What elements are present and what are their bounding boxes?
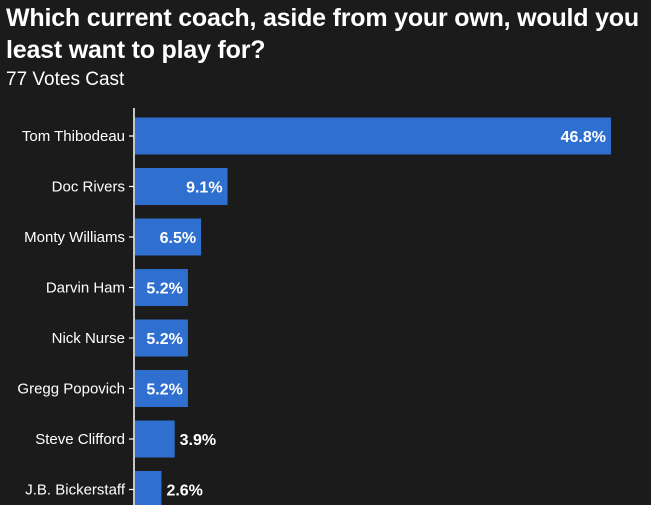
bar bbox=[135, 269, 188, 306]
bar-row: Monty Williams 6.5% bbox=[24, 218, 202, 256]
bar-row: Steve Clifford 3.9% bbox=[35, 420, 216, 458]
category-label: Darvin Ham bbox=[46, 280, 125, 297]
bar bbox=[135, 117, 611, 155]
bar-row: Gregg Popovich 5.2% bbox=[17, 370, 188, 407]
category-label: Tom Thibodeau bbox=[22, 128, 125, 145]
bar-row: Nick Nurse 5.2% bbox=[52, 319, 188, 357]
bar bbox=[135, 218, 202, 256]
bar-row: Darvin Ham 5.2% bbox=[46, 269, 188, 306]
category-label: Monty Williams bbox=[24, 229, 125, 246]
category-label: J.B. Bickerstaff bbox=[25, 482, 126, 499]
value-label: 5.2% bbox=[146, 331, 182, 348]
bar-row: Doc Rivers 9.1% bbox=[52, 168, 228, 205]
value-label: 5.2% bbox=[146, 382, 182, 399]
chart-title: Which current coach, aside from your own… bbox=[6, 4, 639, 64]
value-label: 9.1% bbox=[186, 180, 222, 197]
bar-row: Tom Thibodeau 46.8% bbox=[22, 117, 611, 155]
bar bbox=[135, 370, 188, 407]
category-label: Doc Rivers bbox=[52, 179, 125, 196]
bars-group: Tom Thibodeau 46.8% Doc Rivers 9.1% Monty Wi… bbox=[17, 117, 611, 505]
category-label: Gregg Popovich bbox=[17, 381, 125, 398]
category-label: Steve Clifford bbox=[35, 431, 125, 448]
value-label: 2.6% bbox=[166, 483, 202, 500]
value-label: 6.5% bbox=[160, 230, 196, 247]
bar bbox=[135, 168, 228, 205]
category-label: Nick Nurse bbox=[52, 330, 125, 347]
value-label: 3.9% bbox=[180, 432, 216, 449]
bar bbox=[135, 319, 188, 357]
bar-row: J.B. Bickerstaff 2.6% bbox=[25, 471, 203, 505]
votes-cast-subtitle: 77 Votes Cast bbox=[6, 69, 125, 90]
bar bbox=[135, 420, 175, 458]
value-label: 5.2% bbox=[146, 281, 182, 298]
bar bbox=[135, 471, 162, 505]
value-label: 46.8% bbox=[561, 129, 606, 146]
